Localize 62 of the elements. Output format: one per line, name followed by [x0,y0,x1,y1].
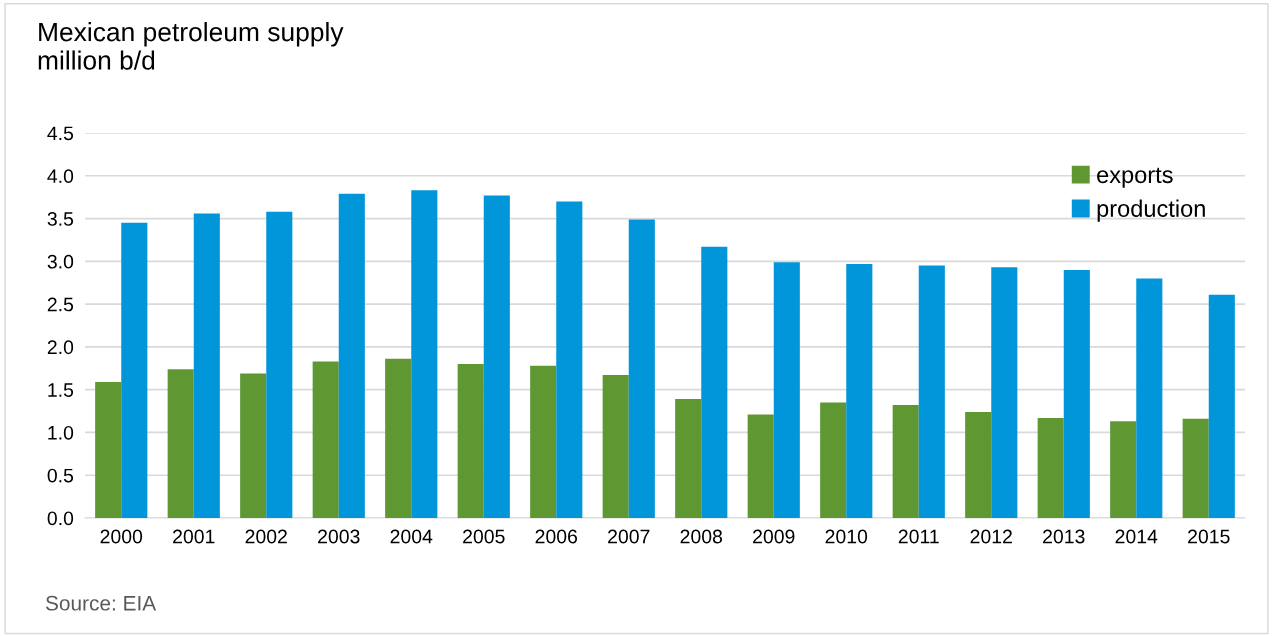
bar [338,193,365,518]
legend-label: exports [1097,167,1173,188]
source-note: Source: EIA [45,595,157,611]
bar [747,414,774,518]
bar [1136,278,1163,518]
y-tick-label: 4.5 [47,126,74,141]
y-tick-label: 0.5 [47,468,74,483]
bar [266,211,293,518]
legend-label: production [1097,199,1205,222]
x-tick-label: 2015 [1188,529,1230,544]
bar [411,190,438,518]
y-tick-label: 1.5 [48,383,74,397]
x-tick-label: 2008 [680,529,723,544]
x-tick-label: 2001 [173,529,215,544]
bar [820,402,847,518]
bar [530,365,557,518]
y-tick-label: 3.0 [47,254,74,269]
bar [385,358,412,518]
bar [965,411,992,518]
x-tick-label: 2006 [535,529,578,544]
bar [675,399,702,518]
bar [602,375,629,518]
bar [846,263,873,518]
x-tick-label: 2014 [1115,529,1158,544]
bar [457,364,484,518]
y-tick-label: 2.5 [47,297,74,312]
bar [483,195,510,518]
x-tick-label: 2004 [390,529,433,544]
x-tick-label: 2011 [898,529,939,544]
bar [918,265,945,518]
y-tick-label: 0.0 [47,511,74,526]
y-tick-label: 4.0 [47,169,74,184]
bar [1110,421,1137,518]
x-tick-label: 2002 [245,529,287,544]
bar [628,219,655,518]
bar [701,246,728,518]
x-tick-label: 2005 [463,529,505,544]
bar [167,369,194,518]
bar [1182,418,1209,518]
x-tick-label: 2012 [970,529,1012,544]
bar [1208,294,1235,518]
bar [193,213,220,518]
bar [95,381,122,518]
y-tick-label: 1.0 [48,425,74,440]
x-tick-label: 2007 [608,529,650,544]
bar [892,405,919,518]
x-tick-label: 2010 [825,529,868,544]
bar [991,267,1018,518]
x-tick-label: 2003 [318,529,360,544]
bar [556,201,583,518]
bar [312,361,339,518]
y-tick-label: 2.0 [47,340,74,355]
bar [240,373,267,518]
x-tick-label: 2013 [1043,529,1085,544]
x-tick-label: 2000 [100,529,143,544]
y-tick-label: 3.5 [47,212,74,226]
bar [121,222,148,518]
chart-title: Mexican petroleum supply million b/d [38,22,344,70]
bar [1063,269,1090,518]
bar [1037,417,1064,518]
bar [773,262,800,518]
x-tick-label: 2009 [753,529,795,544]
